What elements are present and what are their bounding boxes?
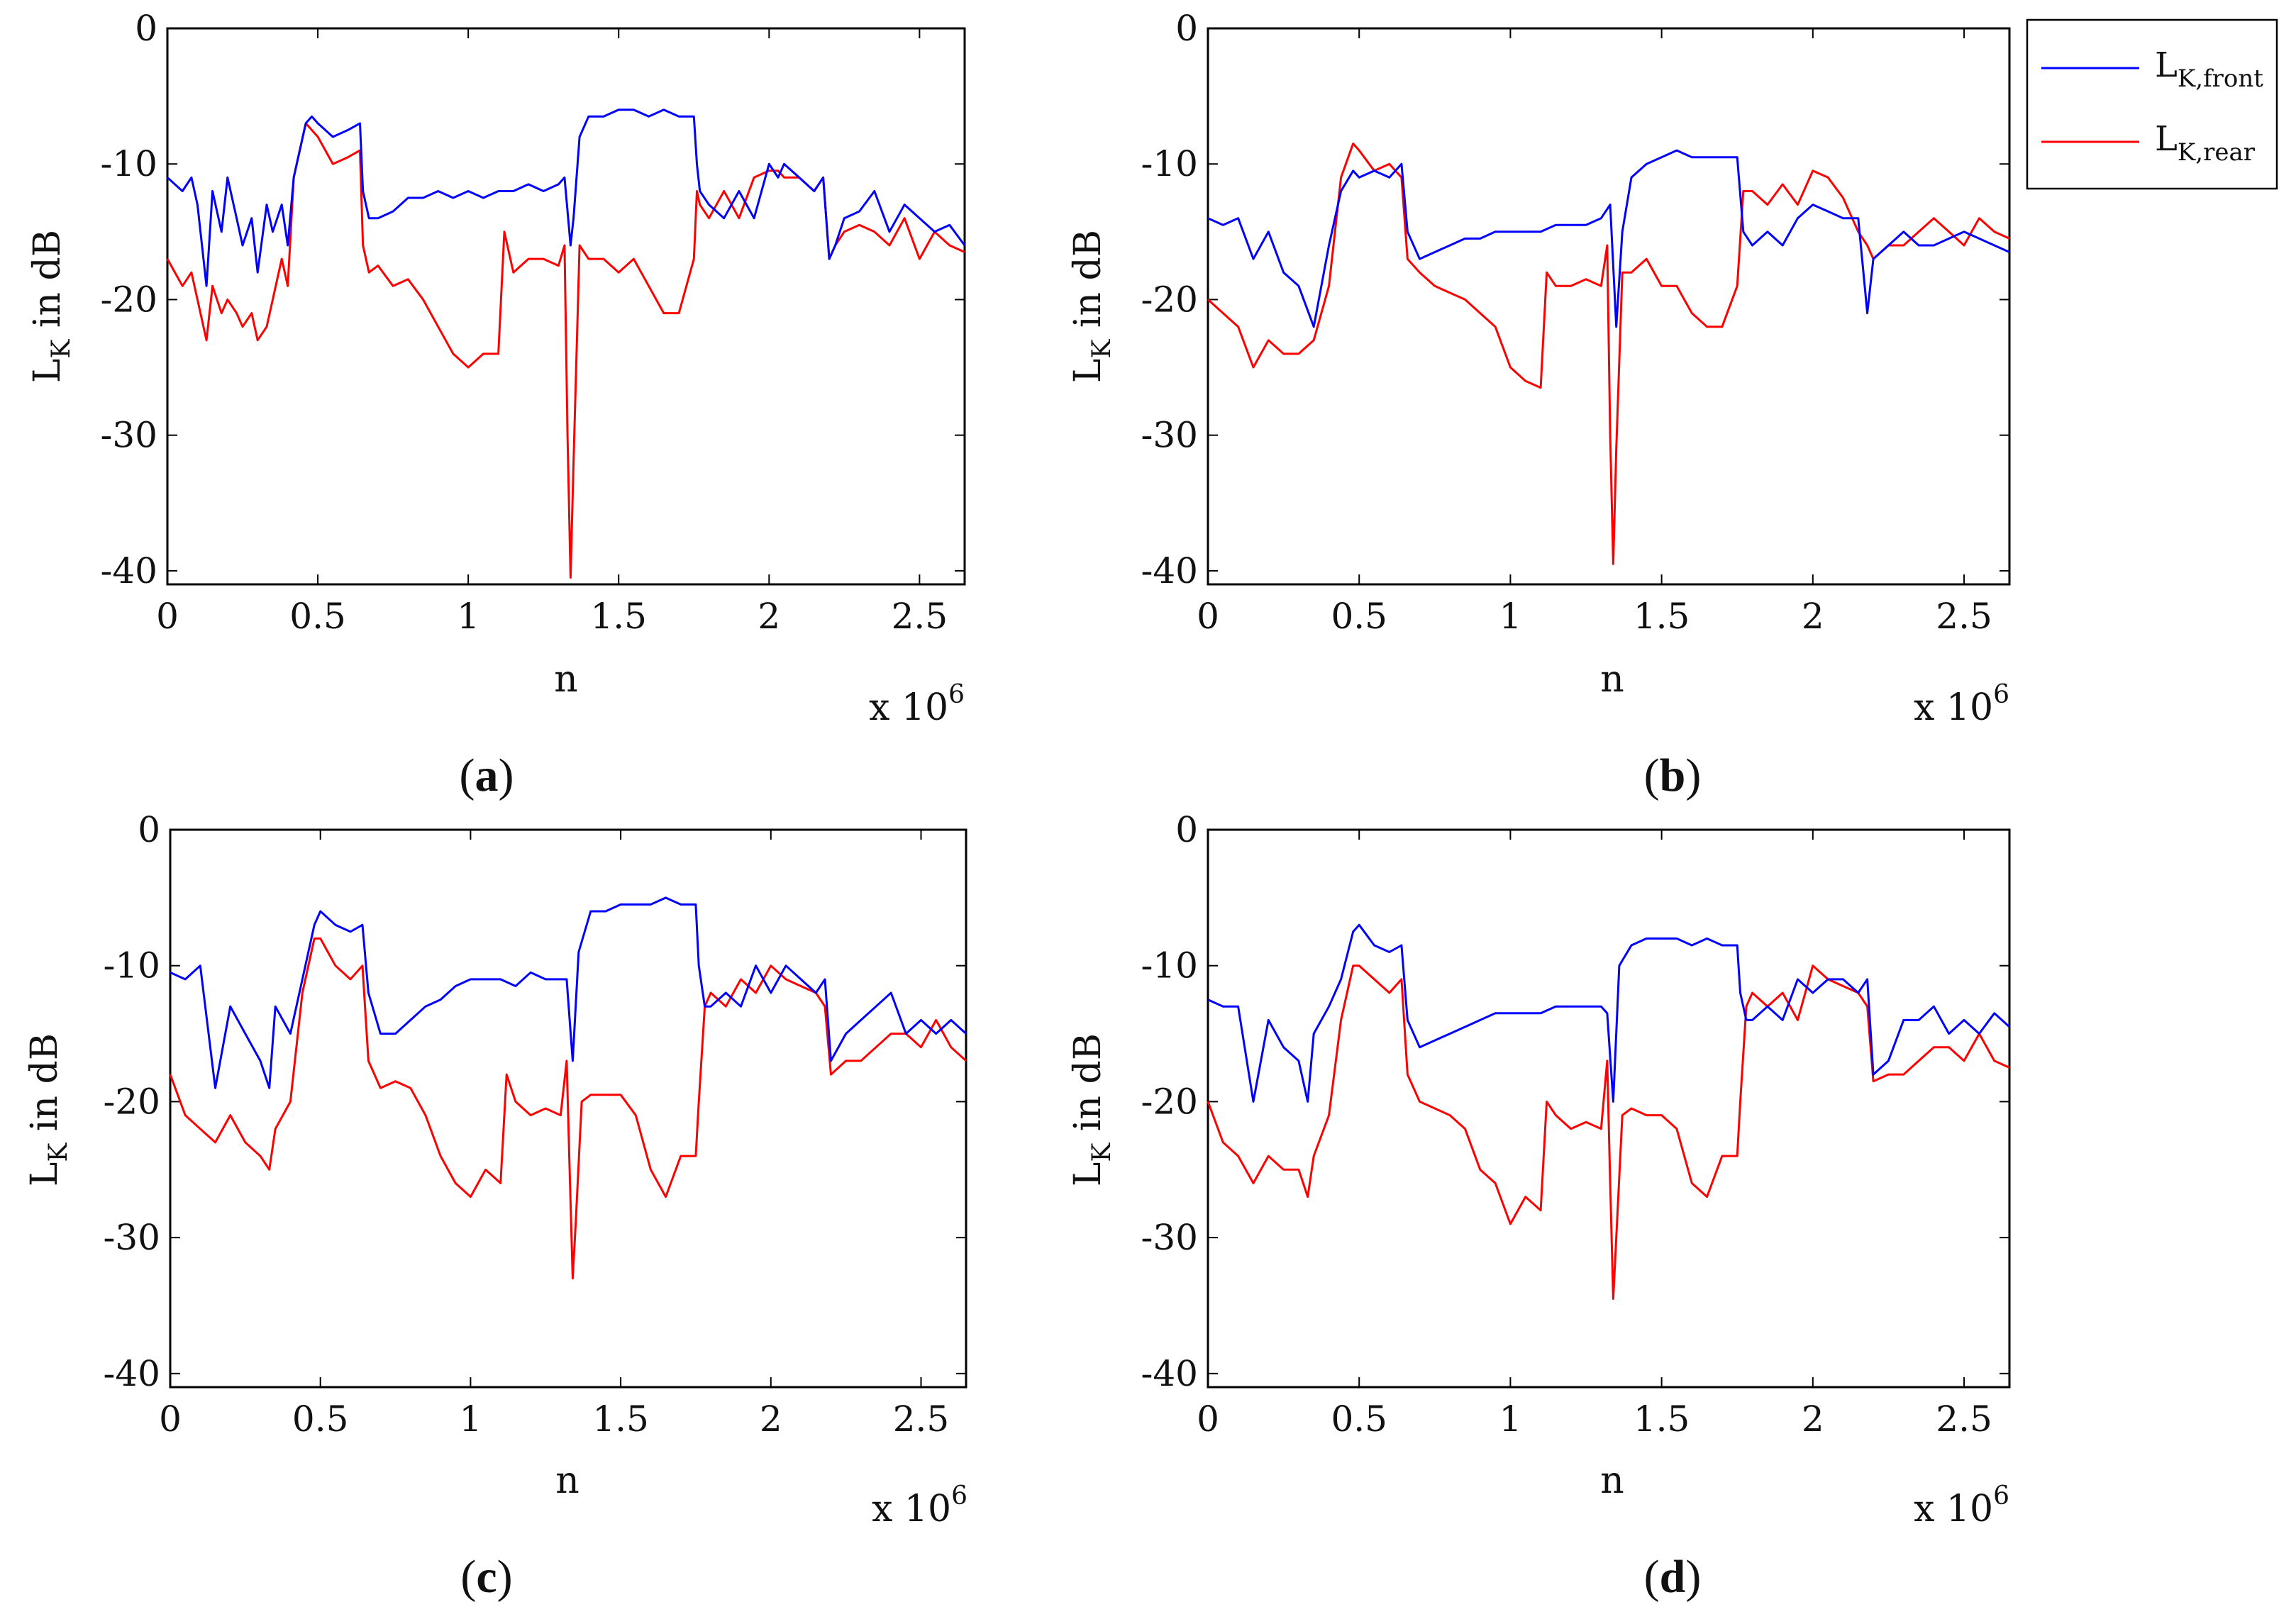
panel-d: 0 0.5 1 1.5 2 2.5 0 -10 -20 -30 -40 n x 106 LK in … [1067, 809, 2011, 1603]
series-line-l-k-rear [1207, 143, 2010, 565]
tick-marks [167, 28, 965, 584]
x-tick-label: 2 [758, 596, 780, 637]
series-line-l-k-front [1207, 923, 2011, 1103]
y-axis-label: LK in dB [1067, 230, 1116, 383]
tick-marks [170, 829, 966, 1387]
series-line-l-k-rear [169, 937, 967, 1280]
x-multiplier: x 106 [869, 680, 965, 729]
y-tick-label: -30 [100, 415, 157, 456]
series-line-l-k-rear [1207, 964, 2010, 1300]
tick-marks [1207, 829, 2009, 1387]
x-tick-label: 0.5 [1331, 1398, 1387, 1440]
x-tick-label: 2 [760, 1398, 782, 1440]
x-tick-label: 1.5 [1634, 1398, 1690, 1440]
x-axis-label: n [1600, 1459, 1624, 1502]
panel-b: 0 0.5 1 1.5 2 2.5 0 -10 -20 -30 -40 n x 106 LK in … [1067, 8, 2011, 801]
x-tick-label: 2 [1802, 596, 1824, 637]
panel-a: 0 0.5 1 1.5 2 2.5 0 -10 -20 -30 -40 n x 106 LK in … [26, 8, 966, 801]
legend-box [2026, 18, 2278, 190]
tick-labels: 0 0.5 1 1.5 2 2.5 0 -10 -20 -30 -40 [1141, 809, 1992, 1440]
y-tick-label: -20 [103, 1081, 160, 1122]
y-tick-label: -20 [1141, 1081, 1198, 1122]
series-line-l-k-front [170, 896, 967, 1089]
tick-labels: 0 0.5 1 1.5 2 2.5 0 -10 -20 -30 -40 [1141, 8, 1992, 637]
legend-label-front: LK,front [2155, 45, 2263, 93]
panel-caption: (c) [460, 1551, 512, 1603]
y-tick-label: -40 [1141, 1353, 1198, 1394]
y-tick-label: -10 [103, 945, 160, 986]
series-lines [166, 109, 966, 579]
x-multiplier: x 106 [1914, 1481, 2009, 1530]
y-tick-label: -30 [1141, 415, 1198, 456]
x-multiplier: x 106 [1914, 680, 2009, 729]
x-tick-label: 2.5 [1936, 596, 1992, 637]
x-tick-label: 1.5 [592, 1398, 649, 1440]
tick-labels: 0 0.5 1 1.5 2 2.5 0 -10 -20 -30 -40 [100, 8, 948, 637]
panel-c: 0 0.5 1 1.5 2 2.5 0 -10 -20 -30 -40 n x 106 LK in … [23, 809, 967, 1603]
y-tick-label: 0 [1175, 8, 1198, 49]
x-tick-label: 0.5 [289, 596, 346, 637]
x-tick-label: 2.5 [893, 1398, 950, 1440]
series-lines [1207, 143, 2010, 565]
x-tick-label: 0.5 [1331, 596, 1387, 637]
x-tick-label: 1.5 [590, 596, 647, 637]
series-line-l-k-front [1207, 149, 2010, 328]
x-tick-label: 1.5 [1634, 596, 1690, 637]
tick-marks [1207, 28, 2009, 584]
y-tick-label: -40 [100, 550, 157, 591]
x-multiplier: x 106 [872, 1481, 967, 1530]
x-tick-label: 0 [1197, 596, 1219, 637]
legend: LK,front LK,rear [2026, 18, 2278, 190]
y-axis-label: LK in dB [1067, 1033, 1116, 1186]
x-tick-label: 1 [459, 1398, 482, 1440]
legend-label-rear: LK,rear [2155, 119, 2256, 167]
y-tick-label: -30 [1141, 1217, 1198, 1258]
x-tick-label: 0 [156, 596, 179, 637]
y-tick-label: -20 [100, 279, 157, 320]
y-tick-label: 0 [1175, 809, 1198, 850]
series-lines [169, 896, 967, 1280]
x-axis-label: n [554, 658, 578, 701]
y-tick-label: -20 [1141, 279, 1198, 320]
x-tick-label: 2.5 [1936, 1398, 1992, 1440]
x-tick-label: 0 [1197, 1398, 1219, 1440]
x-axis-label: n [1600, 658, 1624, 701]
x-tick-label: 2.5 [892, 596, 948, 637]
series-lines [1207, 923, 2011, 1300]
y-axis-label: LK in dB [26, 230, 76, 383]
panel-caption: (a) [460, 750, 514, 801]
x-tick-label: 1 [1499, 596, 1522, 637]
x-axis-label: n [555, 1459, 579, 1502]
x-tick-label: 2 [1802, 1398, 1824, 1440]
y-tick-label: -40 [103, 1353, 160, 1394]
panel-caption: (d) [1644, 1551, 1702, 1603]
y-tick-label: 0 [138, 809, 160, 850]
y-tick-label: -10 [1141, 945, 1198, 986]
y-tick-label: -10 [100, 143, 157, 184]
x-tick-label: 1 [457, 596, 479, 637]
panel-caption: (b) [1644, 750, 1702, 801]
x-tick-label: 0 [159, 1398, 182, 1440]
y-tick-label: -30 [103, 1217, 160, 1258]
x-tick-label: 1 [1499, 1398, 1522, 1440]
x-tick-label: 0.5 [292, 1398, 349, 1440]
y-axis-label: LK in dB [23, 1033, 73, 1186]
tick-labels: 0 0.5 1 1.5 2 2.5 0 -10 -20 -30 -40 [103, 809, 949, 1440]
y-tick-label: -40 [1141, 550, 1198, 591]
series-line-l-k-front [166, 109, 966, 287]
y-tick-label: -10 [1141, 143, 1198, 184]
y-tick-label: 0 [135, 8, 157, 49]
